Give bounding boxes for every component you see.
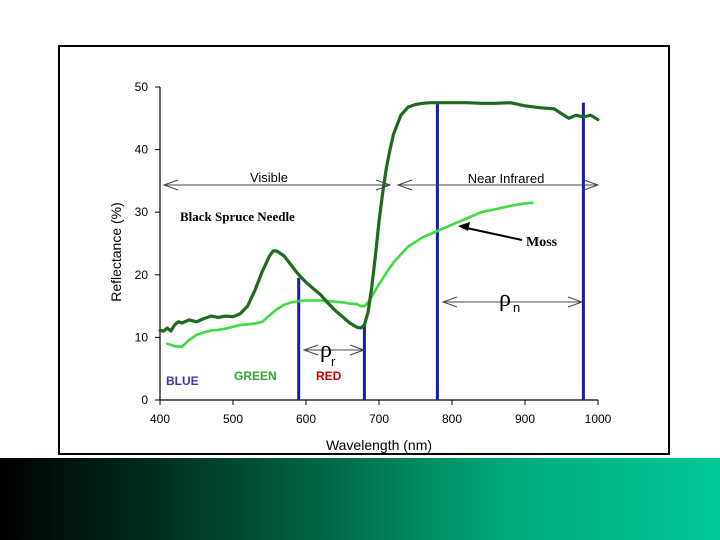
rho-n-subscript: n (513, 300, 520, 315)
near-infrared-range-arrow-head-left (396, 179, 413, 191)
y-tick-label: 40 (135, 143, 149, 157)
x-tick-label: 400 (150, 412, 170, 426)
moss-pointer-head (458, 222, 470, 231)
x-tick-label: 1000 (585, 412, 612, 426)
near-infrared-range-arrow-head-right (583, 179, 600, 191)
bottom-gradient-band (0, 458, 720, 540)
x-tick-label: 800 (442, 412, 462, 426)
y-tick-label: 10 (135, 330, 149, 344)
y-tick-label: 30 (135, 205, 149, 219)
near-infrared-label: Near Infrared (468, 171, 545, 186)
band-markers (297, 102, 585, 400)
red-band-label: RED (316, 369, 342, 383)
rho-n-arrow-head-right (567, 296, 584, 308)
x-tick-label: 600 (296, 412, 316, 426)
rho-r-subscript: r (331, 354, 336, 369)
moss-curve (166, 201, 534, 349)
x-tick-label: 500 (223, 412, 243, 426)
y-tick-label: 0 (141, 393, 148, 407)
rho-n-arrow-head-left (441, 296, 458, 308)
blue-band-label: BLUE (166, 374, 199, 388)
moss-label: Moss (526, 235, 558, 250)
y-tick-label: 20 (135, 268, 149, 282)
black-spruce-curve (158, 101, 600, 333)
rho-r-symbol: ρ (320, 337, 332, 363)
axes: 0 10 20 30 40 50 400 500 600 700 800 900 1000 Wavelen… (108, 80, 612, 453)
y-axis-label: Reflectance (%) (108, 202, 124, 302)
rho-r-arrow-head-left (302, 344, 319, 356)
x-axis-label: Wavelength (nm) (326, 437, 432, 453)
moss-pointer-line (461, 226, 523, 241)
black-spruce-label: Black Spruce Needle (180, 209, 295, 224)
x-tick-label: 900 (515, 412, 535, 426)
curves (158, 101, 600, 349)
green-band-label: GREEN (234, 369, 277, 383)
y-tick-label: 50 (135, 80, 149, 94)
x-tick-label: 700 (369, 412, 389, 426)
visible-range-arrow-head-left (162, 179, 179, 191)
visible-range-arrow-head-right (375, 179, 392, 191)
visible-label: Visible (250, 170, 288, 185)
rho-n-symbol: ρ (499, 286, 511, 312)
rho-r-arrow-head-right (349, 344, 366, 356)
annotations: Visible Near Infrared Black Spruce Needle M… (162, 170, 600, 388)
